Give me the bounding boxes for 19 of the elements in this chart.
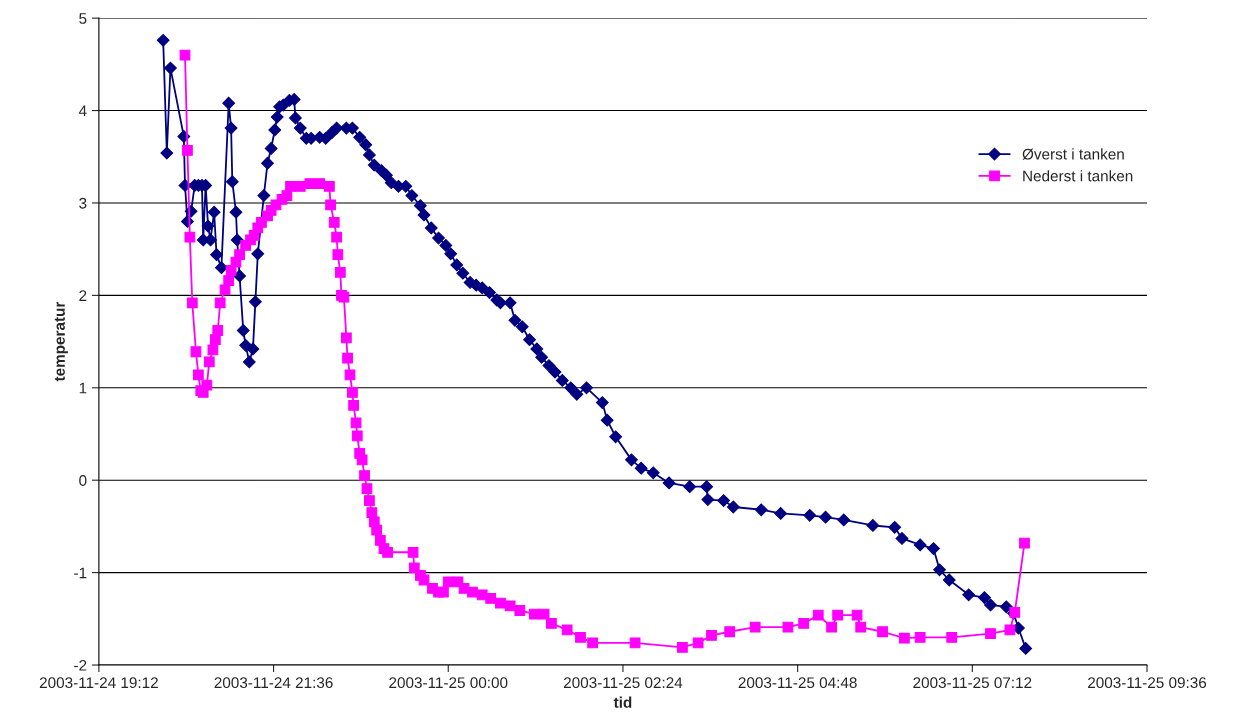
legend-label: Nederst i tanken — [1023, 170, 1133, 182]
x-tick-label: 2003-11-25 09:36 — [1088, 677, 1207, 689]
y-tick-label: 5 — [79, 13, 87, 24]
x-tick-label: 2003-11-25 04:48 — [738, 677, 857, 689]
x-axis-title: tid — [613, 696, 632, 708]
x-tick-label: 2003-11-24 19:12 — [39, 677, 158, 689]
x-tick-label: 2003-11-25 07:12 — [913, 677, 1032, 689]
x-tick-label: 2003-11-24 21:36 — [214, 677, 333, 689]
y-tick-label: -2 — [74, 659, 87, 671]
y-tick-label: 0 — [79, 475, 87, 486]
legend-label: Øverst i tanken — [1022, 148, 1124, 160]
y-axis-title: temperatur — [54, 301, 68, 382]
y-tick-label: 4 — [78, 105, 87, 117]
x-tick-label: 2003-11-25 00:00 — [389, 677, 508, 689]
x-tick-label: 2003-11-25 02:24 — [563, 677, 683, 689]
y-tick-label: 1 — [79, 382, 87, 394]
y-tick-label: 3 — [79, 197, 87, 209]
y-tick-label: 2 — [79, 290, 87, 301]
y-tick-label: -1 — [74, 567, 87, 579]
